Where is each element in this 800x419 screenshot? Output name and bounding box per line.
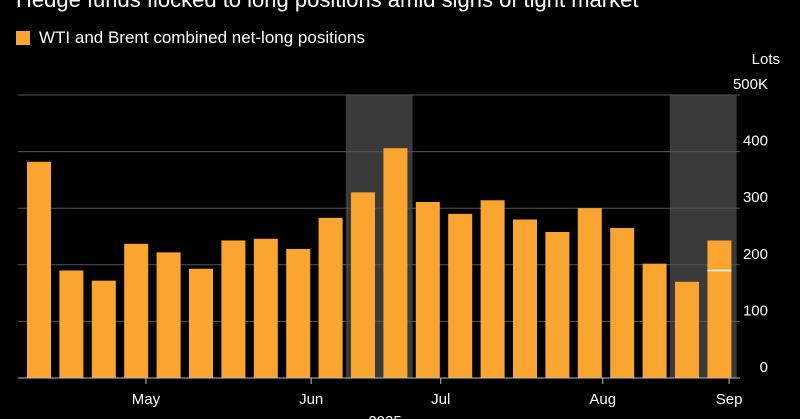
y-tick-label: 100 bbox=[743, 302, 768, 319]
bar bbox=[351, 192, 375, 378]
x-tick-label: Sep bbox=[716, 391, 743, 408]
bar bbox=[610, 228, 635, 378]
bar bbox=[91, 280, 116, 378]
y-tick-label: 0 bbox=[760, 359, 768, 376]
legend: WTI and Brent combined net-long position… bbox=[16, 28, 365, 48]
bar bbox=[253, 238, 278, 378]
bar bbox=[124, 243, 149, 378]
x-tick-label: Jun bbox=[299, 391, 323, 408]
bar bbox=[318, 217, 343, 378]
x-axis-year: 2025 bbox=[368, 413, 401, 419]
bar bbox=[480, 200, 505, 378]
bar bbox=[27, 161, 51, 378]
y-tick-label: 400 bbox=[743, 133, 768, 150]
bar bbox=[707, 240, 732, 378]
bar bbox=[383, 148, 408, 378]
bar bbox=[513, 219, 537, 378]
y-tick-label: 300 bbox=[743, 189, 768, 206]
bar bbox=[221, 240, 246, 378]
y-tick-label: 200 bbox=[743, 246, 768, 263]
bar bbox=[448, 213, 473, 378]
chart-title: Hedge funds flocked to long positions am… bbox=[16, 0, 638, 13]
bar bbox=[577, 208, 602, 378]
bar bbox=[415, 201, 440, 378]
bar bbox=[545, 231, 570, 378]
x-tick-label: Jul bbox=[431, 391, 450, 408]
x-tick-label: Aug bbox=[589, 391, 616, 408]
y-axis-unit: Lots bbox=[752, 51, 780, 68]
x-tick-label: May bbox=[132, 391, 161, 408]
bar bbox=[156, 252, 181, 378]
bar bbox=[286, 248, 311, 378]
bar bbox=[189, 268, 213, 378]
bar bbox=[675, 281, 699, 378]
legend-label: WTI and Brent combined net-long position… bbox=[39, 28, 366, 47]
y-tick-label: 500K bbox=[733, 76, 768, 93]
legend-swatch bbox=[16, 31, 30, 45]
bar bbox=[59, 270, 84, 378]
bar bbox=[642, 263, 667, 378]
